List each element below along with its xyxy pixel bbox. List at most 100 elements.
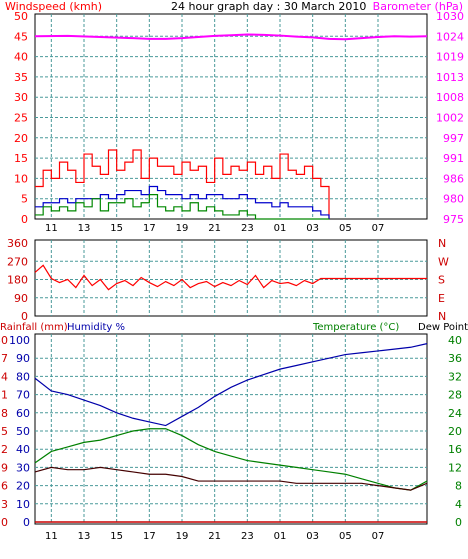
x-tick-label: 03 <box>306 223 319 234</box>
direction-tick-label: 0 <box>21 310 28 323</box>
temperature-panel-frame <box>34 333 428 525</box>
grid-lines <box>35 14 427 524</box>
graph-title: 24 hour graph day : 30 March 2010 <box>171 0 366 13</box>
humidity-tick-label: 10 <box>16 498 30 511</box>
series-lines <box>34 33 428 523</box>
windspeed-tick-label: 20 <box>14 132 28 145</box>
wind-panel-frame <box>34 13 428 220</box>
barometer-tick-label: 1013 <box>436 71 464 84</box>
temperature-tick-label: 16 <box>448 443 462 456</box>
windspeed-tick-label: 50 <box>14 10 28 23</box>
barometer-tick-label: 1019 <box>436 51 464 64</box>
humidity-tick-label: 90 <box>16 352 30 365</box>
humidity-tick-label: 20 <box>16 480 30 493</box>
humidity-tick-label: 0 <box>23 516 30 529</box>
humidity-tick-label: 80 <box>16 370 30 383</box>
barometer-tick-label: 1030 <box>436 10 464 23</box>
barometer-tick-label: 1024 <box>436 30 464 43</box>
rainfall-tick-label: 30 <box>0 334 8 347</box>
x-tick-label: 15 <box>110 531 123 542</box>
x-tick-label: 05 <box>339 531 352 542</box>
humidity-tick-label: 30 <box>16 461 30 474</box>
x-tick-label: 13 <box>78 223 91 234</box>
compass-tick-label: N <box>438 237 446 250</box>
rainfall-tick-label: 21 <box>0 389 8 402</box>
x-tick-label: 07 <box>372 531 385 542</box>
x-tick-label: 13 <box>78 531 91 542</box>
rainfall-tick-label: 18 <box>0 407 8 420</box>
barometer-tick-label: 991 <box>443 152 464 165</box>
windspeed-tick-label: 25 <box>14 112 28 125</box>
wind-series-1 <box>35 185 330 219</box>
x-tick-label: 01 <box>274 223 287 234</box>
x-tick-label: 17 <box>143 531 156 542</box>
barometer-tick-label: 1008 <box>436 91 464 104</box>
direction-tick-label: 270 <box>7 255 28 268</box>
temp-panel-series-2 <box>34 466 428 491</box>
barometer-tick-label: 980 <box>443 193 464 206</box>
windspeed-tick-label: 40 <box>14 51 28 64</box>
temperature-tick-label: 12 <box>448 461 462 474</box>
windspeed-tick-label: 30 <box>14 91 28 104</box>
barometer-line <box>34 33 428 41</box>
humidity-tick-label: 50 <box>16 425 30 438</box>
humidity-tick-label: 40 <box>16 443 30 456</box>
compass-tick-label: W <box>438 255 449 268</box>
x-tick-label: 19 <box>176 223 189 234</box>
windspeed-tick-label: 35 <box>14 71 28 84</box>
x-tick-label: 05 <box>339 223 352 234</box>
direction-tick-label: 90 <box>14 292 28 305</box>
temperature-tick-label: 20 <box>448 425 462 438</box>
x-tick-label: 23 <box>241 223 254 234</box>
wind-series-2 <box>35 194 329 220</box>
windspeed-tick-label: 5 <box>21 193 28 206</box>
windspeed-tick-label: 15 <box>14 152 28 165</box>
rainfall-tick-label: 15 <box>0 425 8 438</box>
temperature-tick-label: 0 <box>455 516 462 529</box>
dewpoint-axis-label: Dew Point <box>418 322 468 333</box>
humidity-tick-label: 70 <box>16 389 30 402</box>
x-tick-label: 17 <box>143 223 156 234</box>
x-tick-label: 11 <box>45 531 58 542</box>
rainfall-tick-label: 12 <box>0 443 8 456</box>
rainfall-tick-label: 0 <box>1 516 8 529</box>
direction-tick-label: 360 <box>7 237 28 250</box>
rainfall-tick-label: 6 <box>1 480 8 493</box>
direction-line <box>34 264 329 291</box>
humidity-tick-label: 100 <box>9 334 30 347</box>
humidity-tick-label: 60 <box>16 407 30 420</box>
barometer-tick-label: 997 <box>443 132 464 145</box>
temp-panel-series-1 <box>34 428 428 491</box>
rainfall-axis-label: Rainfall (mm) <box>0 322 68 333</box>
x-tick-label: 03 <box>306 531 319 542</box>
temperature-tick-label: 32 <box>448 370 462 383</box>
barometer-axis-label: Barometer (hPa) <box>373 0 463 13</box>
wind-series-0 <box>35 149 330 219</box>
temperature-tick-label: 40 <box>448 334 462 347</box>
x-tick-label: 07 <box>372 223 385 234</box>
temperature-axis-label: Temperature (°C) <box>312 322 399 333</box>
barometer-tick-label: 986 <box>443 172 464 185</box>
x-tick-label: 19 <box>176 531 189 542</box>
temperature-tick-label: 8 <box>455 480 462 493</box>
rainfall-tick-label: 3 <box>1 498 8 511</box>
temperature-tick-label: 28 <box>448 389 462 402</box>
x-tick-label: 23 <box>241 531 254 542</box>
x-tick-label: 15 <box>110 223 123 234</box>
compass-tick-label: S <box>438 274 445 287</box>
windspeed-tick-label: 0 <box>21 213 28 226</box>
direction-tick-label: 180 <box>7 274 28 287</box>
windspeed-tick-label: 45 <box>14 30 28 43</box>
temperature-tick-label: 36 <box>448 352 462 365</box>
x-tick-label: 21 <box>208 223 221 234</box>
x-tick-label: 11 <box>45 223 58 234</box>
humidity-axis-label: Humidity % <box>67 322 125 333</box>
temperature-tick-label: 4 <box>455 498 462 511</box>
compass-tick-label: E <box>438 292 445 305</box>
x-tick-label: 21 <box>208 531 221 542</box>
temp-panel-series-0 <box>34 343 428 427</box>
windspeed-axis-label: Windspeed (kmh) <box>5 0 102 13</box>
rainfall-tick-label: 27 <box>0 352 8 365</box>
